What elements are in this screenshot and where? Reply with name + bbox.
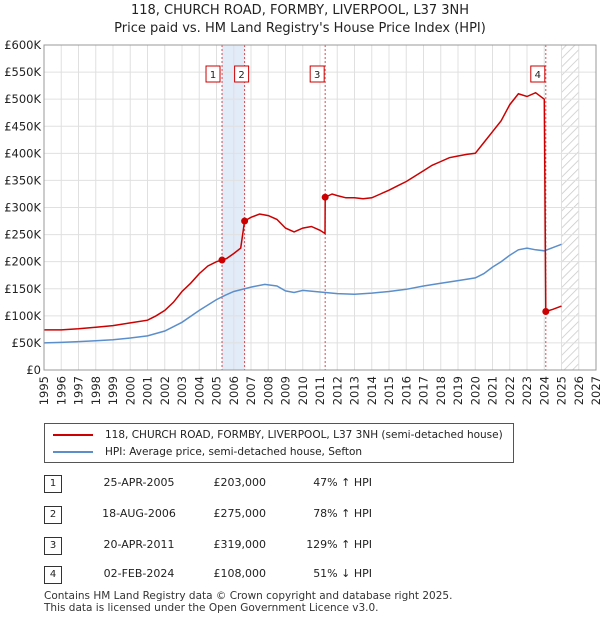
- y-tick-label: £0: [26, 363, 41, 377]
- y-tick-label: £150K: [4, 282, 41, 296]
- transaction-box-label-1: 1: [210, 70, 216, 81]
- x-tick-label: 2024: [537, 376, 551, 405]
- x-tick-label: 2006: [227, 376, 241, 405]
- x-tick-label: 2014: [365, 376, 379, 405]
- transaction-point-4: [542, 308, 550, 315]
- x-tick-label: 2013: [348, 376, 362, 405]
- transaction-point-2: [241, 217, 249, 225]
- x-tick-label: 2023: [520, 376, 534, 405]
- transaction-row-3: 3 20-APR-2011 £319,000 129% ↑ HPI: [44, 537, 564, 555]
- transaction-row-1: 1 25-APR-2005 £203,000 47% ↑ HPI: [44, 475, 564, 493]
- x-tick-label: 2020: [468, 376, 482, 405]
- legend-property-label: 118, CHURCH ROAD, FORMBY, LIVERPOOL, L37…: [105, 429, 503, 441]
- y-tick-label: £350K: [4, 173, 41, 187]
- x-tick-label: 2000: [123, 376, 137, 405]
- x-tick-label: 2003: [175, 376, 189, 405]
- x-tick-label: 2001: [141, 376, 155, 405]
- footer: Contains HM Land Registry data © Crown c…: [44, 590, 452, 614]
- x-tick-label: 2007: [244, 376, 258, 405]
- transaction-row-4: 4 02-FEB-2024 £108,000 51% ↓ HPI: [44, 566, 564, 584]
- transaction-box-label-4: 4: [535, 70, 541, 81]
- y-tick-label: £50K: [12, 336, 42, 350]
- y-tick-label: £250K: [4, 228, 41, 242]
- legend-item-hpi: HPI: Average price, semi-detached house,…: [53, 444, 362, 460]
- transaction-point-1: [218, 256, 226, 264]
- transaction-price: £319,000: [213, 538, 267, 551]
- transaction-number: 2: [44, 506, 62, 524]
- x-tick-label: 2011: [313, 376, 327, 405]
- x-tick-label: 2015: [382, 376, 396, 405]
- transaction-box-label-2: 2: [238, 70, 244, 81]
- transaction-date: 02-FEB-2024: [103, 567, 175, 580]
- x-tick-label: 2012: [330, 376, 344, 405]
- transaction-number: 4: [44, 566, 62, 584]
- transaction-box-1: [205, 65, 221, 83]
- x-tick-label: 1999: [106, 376, 120, 405]
- x-tick-label: 2017: [417, 376, 431, 405]
- y-tick-label: £200K: [4, 255, 41, 269]
- x-tick-label: 2021: [486, 376, 500, 405]
- x-tick-label: 2016: [399, 376, 413, 405]
- footer-licence: This data is licensed under the Open Gov…: [44, 602, 379, 614]
- legend-item-property: 118, CHURCH ROAD, FORMBY, LIVERPOOL, L37…: [53, 427, 503, 443]
- x-tick-label: 2005: [210, 376, 224, 405]
- transaction-box-3: [309, 65, 325, 83]
- x-tick-label: 2002: [158, 376, 172, 405]
- price-chart: £0 £50K £100K £150K £200K £250K £300K £350K £400…: [4, 38, 600, 405]
- transaction-price: £275,000: [213, 507, 267, 520]
- x-tick-label: 1995: [37, 376, 51, 405]
- transaction-box-2: [234, 65, 250, 83]
- legend: 118, CHURCH ROAD, FORMBY, LIVERPOOL, L37…: [44, 423, 514, 463]
- x-tick-label: 2019: [451, 376, 465, 405]
- y-tick-label: £550K: [4, 65, 41, 79]
- x-tick-label: 2026: [572, 376, 586, 405]
- transaction-hpi: 51% ↓ HPI: [313, 567, 372, 580]
- transaction-number: 1: [44, 475, 62, 493]
- x-tick-label: 2009: [279, 376, 293, 405]
- transaction-price: £108,000: [213, 567, 267, 580]
- transaction-date: 18-AUG-2006: [102, 507, 176, 520]
- transaction-hpi: 47% ↑ HPI: [313, 476, 372, 489]
- x-tick-label: 1998: [89, 376, 103, 405]
- transaction-box-4: [530, 65, 546, 83]
- legend-hpi-label: HPI: Average price, semi-detached house,…: [105, 446, 363, 458]
- transaction-number: 3: [44, 537, 62, 555]
- chart-subtitle: Price paid vs. HM Land Registry's House …: [114, 21, 486, 36]
- x-tick-label: 1996: [54, 376, 68, 405]
- transaction-hpi: 129% ↑ HPI: [306, 538, 372, 551]
- x-tick-label: 2022: [503, 376, 517, 405]
- plot-border: [43, 44, 597, 371]
- transaction-hpi: 78% ↑ HPI: [313, 507, 372, 520]
- x-tick-label: 2010: [296, 376, 310, 405]
- transaction-date: 20-APR-2011: [103, 538, 175, 551]
- y-tick-label: £300K: [4, 201, 41, 215]
- x-tick-label: 2027: [589, 376, 600, 405]
- y-tick-label: £500K: [4, 92, 41, 106]
- x-tick-label: 2004: [192, 376, 206, 405]
- transaction-point-3: [321, 193, 329, 201]
- y-tick-label: £400K: [4, 146, 41, 160]
- legend-hpi-swatch: [53, 451, 93, 453]
- y-tick-label: £100K: [4, 309, 41, 323]
- chart-title: 118, CHURCH ROAD, FORMBY, LIVERPOOL, L37…: [130, 3, 470, 18]
- y-tick-label: £600K: [4, 38, 41, 52]
- transaction-date: 25-APR-2005: [103, 476, 175, 489]
- x-tick-label: 1997: [72, 376, 86, 405]
- property-price-line: [44, 91, 562, 331]
- x-tick-label: 2018: [434, 376, 448, 405]
- x-tick-label: 2025: [555, 376, 569, 405]
- x-tick-label: 2008: [261, 376, 275, 405]
- legend-property-swatch: [53, 434, 93, 436]
- transaction-box-label-3: 3: [314, 70, 320, 81]
- transaction-row-2: 2 18-AUG-2006 £275,000 78% ↑ HPI: [44, 506, 564, 524]
- y-tick-label: £450K: [4, 119, 41, 133]
- transaction-price: £203,000: [213, 476, 267, 489]
- hpi-line: [43, 243, 562, 344]
- footer-copyright: Contains HM Land Registry data © Crown c…: [44, 590, 453, 602]
